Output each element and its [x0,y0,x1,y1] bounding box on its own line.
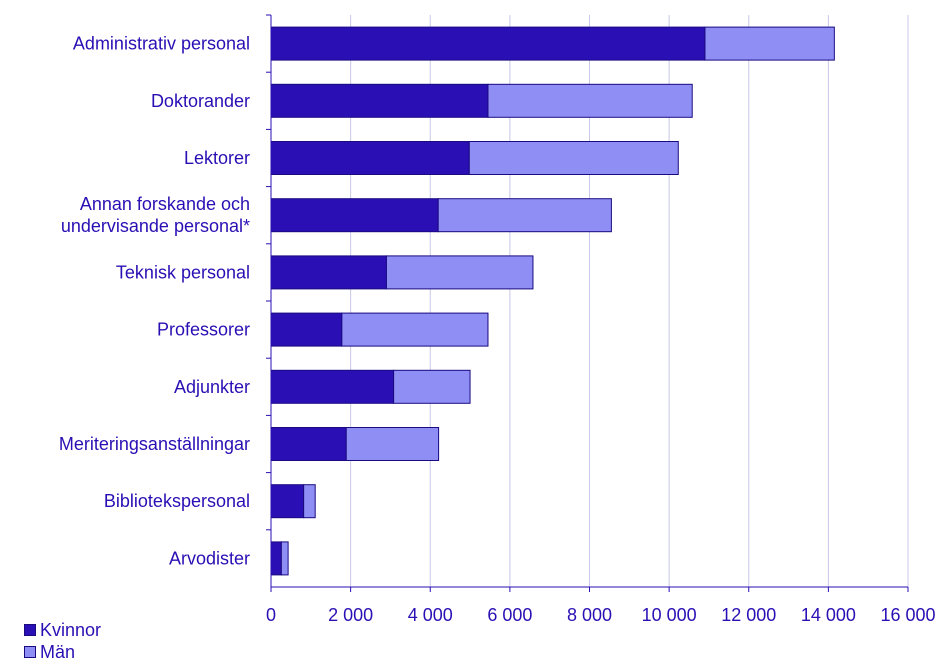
category-label-line: Lektorer [184,148,250,168]
bar-kvinnor-4 [270,255,387,290]
bar-man-0 [704,26,835,61]
category-label-line: Doktorander [151,91,250,111]
legend-item-kvinnor: Kvinnor [24,619,101,641]
legend-label-kvinnor: Kvinnor [40,620,102,640]
category-label-line: Adjunkter [174,377,250,397]
category-label-line: Bibliotekspersonal [104,491,250,511]
category-label-line: Professorer [157,320,250,340]
bar-kvinnor-2 [270,141,470,175]
bar-kvinnor-6 [270,369,395,404]
category-label-7: Meriteringsanställningar [59,434,250,454]
bar-kvinnor-5 [270,312,343,347]
category-label-9: Arvodister [169,548,250,568]
legend: Kvinnor Män [24,619,101,663]
bar-man-6 [393,369,471,404]
x-tick-label-4000: 4 000 [408,605,453,625]
bar-man-7 [345,427,440,461]
bar-man-1 [487,83,693,118]
bar-man-9 [280,541,289,576]
bar-kvinnor-7 [270,427,347,461]
bar-kvinnor-1 [270,83,489,118]
bar-man-2 [468,141,679,175]
category-label-line: Meriteringsanställningar [59,434,250,454]
bar-kvinnor-3 [270,198,439,233]
x-tick-label-2000: 2 000 [328,605,373,625]
category-label-4: Teknisk personal [116,262,250,282]
category-label-6: Adjunkter [174,377,250,397]
category-labels: Administrativ personal Doktorander Lektore… [59,34,250,569]
x-tick-label-0: 0 [266,605,276,625]
category-label-line: Administrativ personal [73,34,250,54]
bar-kvinnor-0 [270,26,706,61]
x-tick-label-8000: 8 000 [567,605,612,625]
x-tick-label-14000: 14 000 [801,605,856,625]
bars [270,26,835,576]
x-tick-label-16000: 16 000 [880,605,935,625]
category-label-line: Arvodister [169,548,250,568]
x-tick-label-10000: 10 000 [642,605,697,625]
legend-swatch-kvinnor [24,624,36,636]
bar-kvinnor-9 [270,541,282,576]
bar-man-5 [341,312,489,347]
legend-item-man: Män [24,641,101,663]
x-tick-labels: 0 2 000 4 000 6 000 8 000 10 000 12 000 14 000 1… [266,605,936,625]
bar-kvinnor-8 [270,484,305,519]
category-label-1: Doktorander [151,91,250,111]
legend-label-man: Män [40,642,76,662]
axes [266,14,909,592]
category-label-line: undervisande personal* [61,216,250,236]
bar-man-3 [437,198,612,233]
x-tick-label-12000: 12 000 [721,605,776,625]
category-label-line: Annan forskande och [80,194,250,214]
category-label-5: Professorer [157,320,250,340]
category-label-3: Annan forskande och undervisande personal… [61,194,250,236]
category-label-8: Bibliotekspersonal [104,491,250,511]
legend-swatch-man [24,646,36,658]
bar-man-4 [385,255,534,290]
bar-man-8 [303,484,316,519]
category-label-line: Teknisk personal [116,262,250,282]
x-tick-label-6000: 6 000 [487,605,532,625]
category-label-2: Lektorer [184,148,250,168]
category-label-0: Administrativ personal [73,34,250,54]
